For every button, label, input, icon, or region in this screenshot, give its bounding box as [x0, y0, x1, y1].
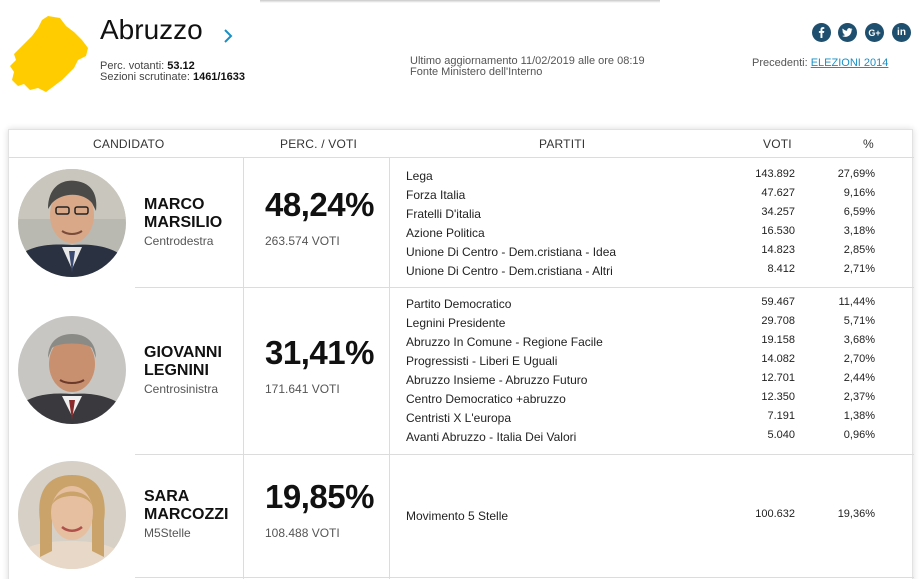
row-divider — [135, 577, 914, 578]
party-pct: 2,44% — [843, 372, 875, 384]
party-votes: 8.412 — [767, 263, 795, 275]
google-plus-icon[interactable]: G+ — [865, 23, 884, 42]
party-pct: 27,69% — [837, 168, 875, 180]
party-name: Lega — [406, 169, 433, 183]
party-name: Fratelli D'italia — [406, 207, 481, 221]
facebook-icon[interactable] — [812, 23, 831, 42]
party-pct: 6,59% — [843, 206, 875, 218]
party-votes: 12.701 — [761, 372, 795, 384]
party-pct: 2,70% — [843, 353, 875, 365]
party-pct: 9,16% — [843, 187, 875, 199]
row-divider — [135, 287, 914, 288]
previous-elections: Precedenti: ELEZIONI 2014 — [752, 57, 889, 69]
coalition-label: Centrosinistra — [144, 382, 219, 396]
party-pct: 19,36% — [837, 508, 875, 520]
party-name: Movimento 5 Stelle — [406, 509, 509, 523]
party-votes: 14.823 — [761, 244, 795, 256]
party-name: Centro Democratico +abruzzo — [406, 392, 566, 406]
col-pct: % — [863, 137, 874, 151]
party-pct: 5,71% — [843, 315, 875, 327]
region-title: Abruzzo — [100, 14, 203, 45]
party-name: Partito Democratico — [406, 297, 512, 311]
coalition-label: Centrodestra — [144, 234, 214, 248]
col-divider — [243, 157, 244, 579]
candidate-name: MARCO MARSILIO — [144, 196, 223, 231]
top-shadow — [260, 0, 660, 3]
candidate-percentage: 19,85% — [265, 478, 374, 515]
party-name: Abruzzo Insieme - Abruzzo Futuro — [406, 373, 588, 387]
party-votes: 29.708 — [761, 315, 795, 327]
party-name: Progressisti - Liberi E Uguali — [406, 354, 558, 368]
party-votes: 12.350 — [761, 391, 795, 403]
candidate-name: SARA MARCOZZI — [144, 488, 229, 523]
candidate-votes: 108.488 VOTI — [265, 526, 340, 540]
party-name: Centristi X L'europa — [406, 411, 512, 425]
row-divider — [135, 454, 914, 455]
party-votes: 100.632 — [755, 508, 795, 520]
previous-elections-link[interactable]: ELEZIONI 2014 — [810, 57, 889, 69]
party-name: Avanti Abruzzo - Italia Dei Valori — [406, 430, 577, 444]
party-votes: 19.158 — [761, 334, 795, 346]
party-pct: 1,38% — [843, 410, 875, 422]
twitter-icon[interactable] — [838, 23, 857, 42]
candidate-percentage: 31,41% — [265, 334, 374, 371]
col-votes: VOTI — [763, 137, 792, 151]
chevron-right-icon[interactable] — [220, 28, 236, 44]
col-candidate: CANDIDATO — [93, 137, 165, 151]
party-pct: 3,18% — [843, 225, 875, 237]
coalition-label: M5Stelle — [144, 526, 191, 540]
party-name: Unione Di Centro - Dem.cristiana - Idea — [406, 245, 617, 259]
party-votes: 47.627 — [761, 187, 795, 199]
party-votes: 34.257 — [761, 206, 795, 218]
header-divider — [9, 157, 914, 158]
party-pct: 11,44% — [838, 296, 876, 308]
party-pct: 2,37% — [843, 391, 875, 403]
party-name: Forza Italia — [406, 188, 466, 202]
party-pct: 3,68% — [843, 334, 875, 346]
candidate-votes: 263.574 VOTI — [265, 234, 340, 248]
candidate-name: GIOVANNI LEGNINI — [144, 344, 222, 379]
candidate-votes: 171.641 VOTI — [265, 382, 340, 396]
col-divider — [389, 157, 390, 579]
turnout-stats: Perc. votanti: 53.12 Sezioni scrutinate:… — [100, 60, 245, 83]
avatar — [18, 316, 126, 424]
col-parties: PARTITI — [539, 137, 586, 151]
avatar — [18, 169, 126, 277]
abruzzo-map-icon — [10, 16, 88, 92]
party-votes: 143.892 — [755, 168, 795, 180]
party-votes: 16.530 — [761, 225, 795, 237]
results-table: CANDIDATO PERC. / VOTI PARTITI VOTI % MA… — [8, 129, 914, 579]
party-name: Abruzzo In Comune - Regione Facile — [406, 335, 603, 349]
party-pct: 2,85% — [843, 244, 875, 256]
party-name: Legnini Presidente — [406, 316, 506, 330]
party-pct: 2,71% — [843, 263, 875, 275]
update-info: Ultimo aggiornamento 11/02/2019 alle ore… — [410, 55, 645, 78]
party-votes: 14.082 — [761, 353, 795, 365]
candidate-percentage: 48,24% — [265, 186, 374, 223]
party-votes: 59.467 — [761, 296, 795, 308]
party-pct: 0,96% — [843, 429, 875, 441]
linkedin-icon[interactable]: in — [892, 23, 911, 42]
avatar — [18, 461, 126, 569]
party-votes: 7.191 — [767, 410, 795, 422]
party-name: Azione Politica — [406, 226, 485, 240]
party-name: Unione Di Centro - Dem.cristiana - Altri — [406, 264, 613, 278]
col-perc: PERC. / VOTI — [280, 137, 358, 151]
party-votes: 5.040 — [767, 429, 795, 441]
